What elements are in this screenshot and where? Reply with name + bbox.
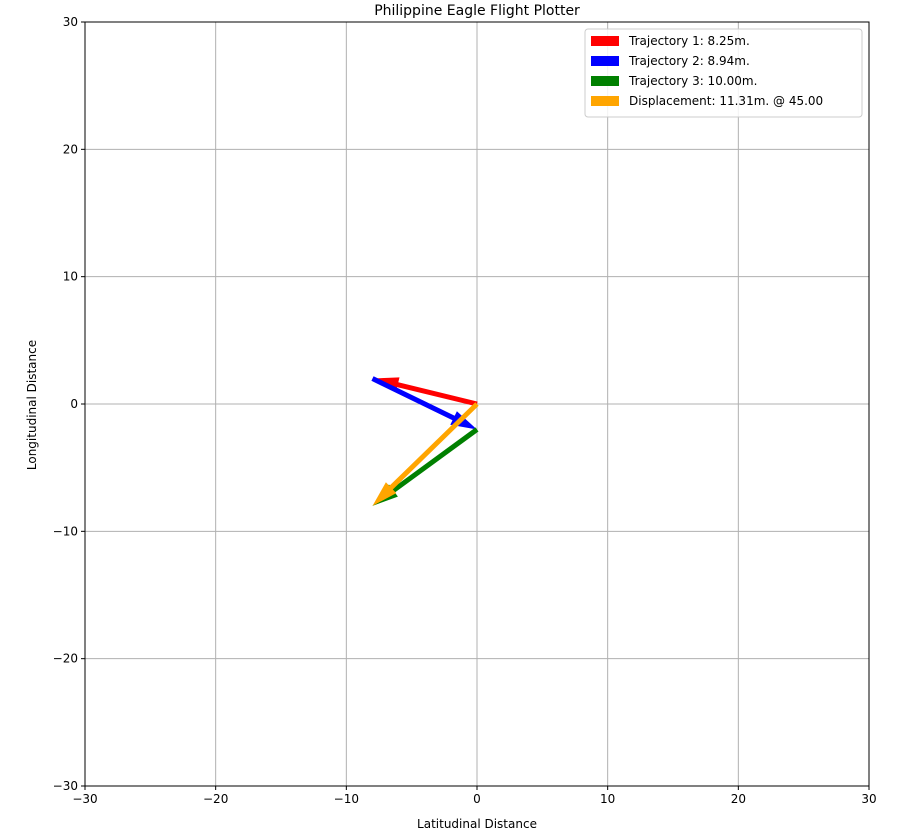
x-tick-label: 10 [600,792,615,806]
y-tick-label: −10 [53,524,78,538]
vector-arrow [372,402,479,506]
y-tick-label: −20 [53,652,78,666]
ticks: −30 −20 −10 0 10 20 30 −30 −20 −10 0 10 20 30 [53,15,877,806]
vector-arrow [371,376,477,430]
legend-swatch [591,36,619,46]
legend-swatch [591,96,619,106]
arrows [371,376,479,506]
y-tick-label: 30 [63,15,78,29]
x-tick-label: 30 [861,792,876,806]
x-tick-label: 20 [731,792,746,806]
x-tick-label: −20 [203,792,228,806]
chart-title: Philippine Eagle Flight Plotter [374,3,580,19]
legend-box [584,28,863,118]
legend: Trajectory 1: 8.25m. Trajectory 2: 8.94m.… [584,28,863,118]
y-axis-label: Longitudinal Distance [25,340,39,470]
legend-label: Displacement: 11.31m. @ 45.00 [629,94,823,108]
x-axis-label: Latitudinal Distance [417,817,537,831]
legend-swatch [591,56,619,66]
x-tick-label: 0 [473,792,481,806]
vector-arrow [372,377,478,407]
x-tick-label: −30 [72,792,97,806]
legend-label: Trajectory 3: 10.00m. [628,74,757,88]
y-tick-label: 20 [63,142,78,156]
legend-label: Trajectory 1: 8.25m. [628,34,750,48]
x-tick-label: −10 [334,792,359,806]
vector-arrow [372,427,479,506]
y-tick-label: 0 [70,397,78,411]
legend-label: Trajectory 2: 8.94m. [628,54,750,68]
y-tick-label: −30 [53,779,78,793]
y-tick-label: 10 [63,270,78,284]
legend-swatch [591,76,619,86]
